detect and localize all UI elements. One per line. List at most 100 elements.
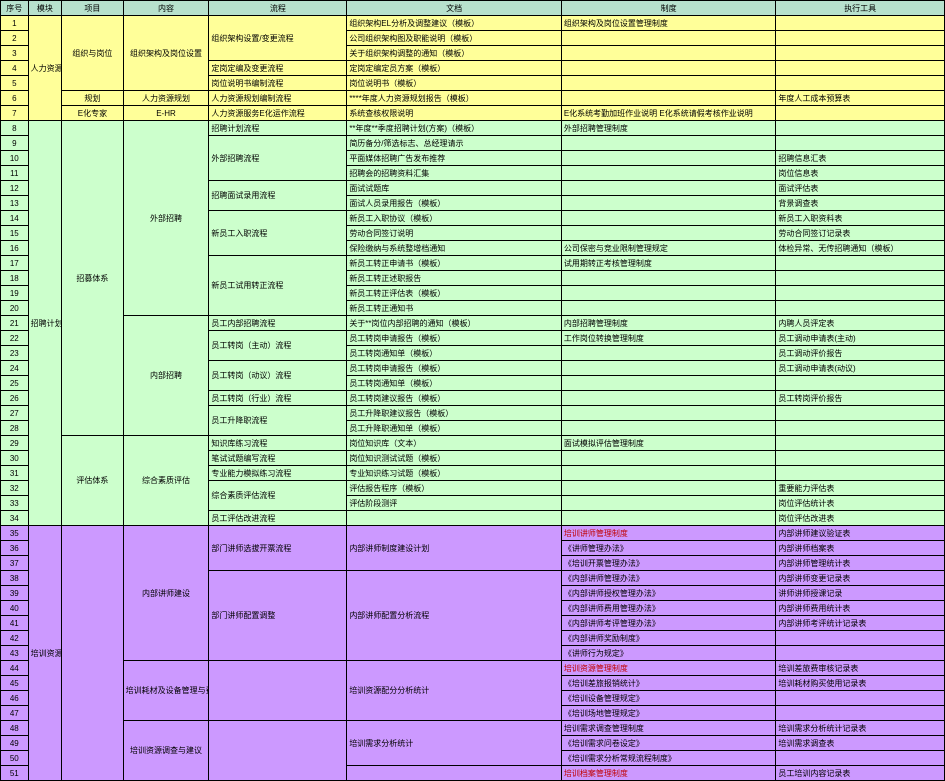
cell: [776, 16, 945, 31]
cell: [209, 721, 347, 781]
cell: 《培训需求分析常规流程制度》: [561, 751, 776, 766]
cell: [347, 766, 562, 781]
cell: [561, 376, 776, 391]
cell: [561, 196, 776, 211]
cell: [561, 211, 776, 226]
cell: 36: [1, 541, 29, 556]
cell: 岗位评估统计表: [776, 496, 945, 511]
cell: [776, 631, 945, 646]
cell: [776, 31, 945, 46]
cell: 19: [1, 286, 29, 301]
cell: [776, 436, 945, 451]
cell: 1: [1, 16, 29, 31]
cell: 面试评估表: [776, 181, 945, 196]
cell: [776, 136, 945, 151]
cell: 培训需求分析统计记录表: [776, 721, 945, 736]
cell: 规划: [62, 91, 123, 106]
cell: 员工调动申请表(主动): [776, 331, 945, 346]
cell: [561, 136, 776, 151]
cell: 工作岗位转换管理制度: [561, 331, 776, 346]
cell: 新员工转正申请书（模板）: [347, 256, 562, 271]
cell: 培训需求调查表: [776, 736, 945, 751]
cell: 《内部讲师授权管理办法》: [561, 586, 776, 601]
table-row: 44培训耗材及设备管理与费用培训资源配分分析统计培训资源管理制度培训差旅费审核记…: [1, 661, 945, 676]
cell: 人力资源服务E化运作流程: [209, 106, 347, 121]
cell: [561, 181, 776, 196]
cell: 组织与岗位: [62, 16, 123, 91]
cell: 员工升降职流程: [209, 406, 347, 436]
cell: 16: [1, 241, 29, 256]
cell: 26: [1, 391, 29, 406]
cell: 员工升降职通知单（模板）: [347, 421, 562, 436]
cell: 组织架构及岗位设置: [123, 16, 209, 91]
cell: 外部招聘管理制度: [561, 121, 776, 136]
cell: 关于**岗位内部招聘的通知（模板）: [347, 316, 562, 331]
cell: 岗位说明书编制流程: [209, 76, 347, 91]
cell: 44: [1, 661, 29, 676]
cell: [776, 376, 945, 391]
cell: 29: [1, 436, 29, 451]
hdr-sys: 制度: [561, 1, 776, 16]
table-row: 1人力资源规划组织与岗位组织架构及岗位设置组织架构设置/变更流程组织架构EL分析…: [1, 16, 945, 31]
cell: 招聘计划: [28, 121, 62, 526]
cell: [561, 481, 776, 496]
cell: 《讲师管理办法》: [561, 541, 776, 556]
cell: 新员工入职资料表: [776, 211, 945, 226]
cell: 10: [1, 151, 29, 166]
cell: 评估阶段测评: [347, 496, 562, 511]
cell: 《讲师行为规定》: [561, 646, 776, 661]
cell: [561, 301, 776, 316]
cell: 培训耗材及设备管理与费用: [123, 661, 209, 721]
cell: ****年度人力资源规划报告（模板）: [347, 91, 562, 106]
cell: 招聘会的招聘资料汇集: [347, 166, 562, 181]
cell: 内部讲师建议验证表: [776, 526, 945, 541]
cell: 内部招聘管理制度: [561, 316, 776, 331]
cell: [561, 466, 776, 481]
cell: 评估体系: [62, 436, 123, 526]
cell: 11: [1, 166, 29, 181]
cell: 外部招聘流程: [209, 136, 347, 181]
cell: 21: [1, 316, 29, 331]
cell: 35: [1, 526, 29, 541]
cell: 《培训开票管理办法》: [561, 556, 776, 571]
cell: 部门讲师配置调整: [209, 571, 347, 661]
cell: 34: [1, 511, 29, 526]
cell: [776, 421, 945, 436]
cell: 员工转岗建议报告（模板）: [347, 391, 562, 406]
cell: 员工调动申请表(动议): [776, 361, 945, 376]
cell: 49: [1, 736, 29, 751]
cell: 组织架构EL分析及调整建议（模板）: [347, 16, 562, 31]
cell: 14: [1, 211, 29, 226]
cell: [776, 46, 945, 61]
cell: 公司保密与竞业限制管理规定: [561, 241, 776, 256]
cell: 9: [1, 136, 29, 151]
cell: [561, 346, 776, 361]
cell: 46: [1, 691, 29, 706]
cell: 内部讲师管理统计表: [776, 556, 945, 571]
table-row: 35培训资源体系内部讲师建设部门讲师选拔开票流程内部讲师制度建设计划培训讲师管理…: [1, 526, 945, 541]
cell: 《内部讲师费用管理办法》: [561, 601, 776, 616]
cell: 面试模拟评估管理制度: [561, 436, 776, 451]
cell: 讲师讲师授课记录: [776, 586, 945, 601]
cell: 部门讲师选拔开票流程: [209, 526, 347, 571]
cell: 2: [1, 31, 29, 46]
cell: 43: [1, 646, 29, 661]
cell: 内部讲师费用统计表: [776, 601, 945, 616]
cell: 《培训设备管理规定》: [561, 691, 776, 706]
cell: [561, 421, 776, 436]
table-row: 8招聘计划招募体系外部招聘招聘计划流程**年度**季度招聘计划(方案)（模板）外…: [1, 121, 945, 136]
cell: 《内部讲师管理办法》: [561, 571, 776, 586]
cell: 员工转岗（动议）流程: [209, 361, 347, 391]
cell: 员工培训内容记录表: [776, 766, 945, 781]
hdr-mod: 模块: [28, 1, 62, 16]
cell: 《培训场地管理规定》: [561, 706, 776, 721]
cell: 51: [1, 766, 29, 781]
cell: [561, 286, 776, 301]
cell: [561, 61, 776, 76]
table-row: 7E化专家E-HR人力资源服务E化运作流程系统查核权限说明E化系统考勤加班作业说…: [1, 106, 945, 121]
cell: 专业知识练习试题（模板）: [347, 466, 562, 481]
cell: 32: [1, 481, 29, 496]
cell: 定岗定编定员方案（模板）: [347, 61, 562, 76]
hdr-flow: 流程: [209, 1, 347, 16]
cell: 38: [1, 571, 29, 586]
